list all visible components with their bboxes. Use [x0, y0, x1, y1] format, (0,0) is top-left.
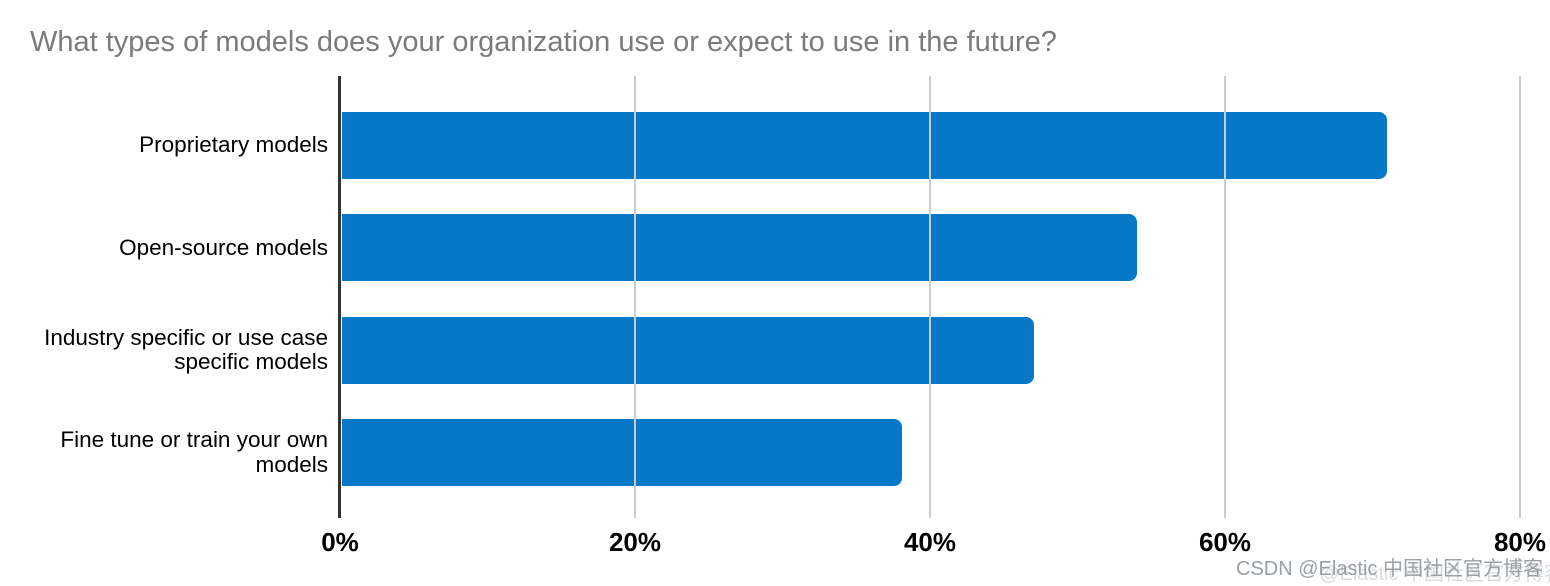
bar-row [342, 402, 1520, 505]
chart-title: What types of models does your organizat… [30, 26, 1057, 58]
plot-area [338, 76, 1521, 518]
y-axis-line [338, 76, 341, 518]
x-tick-label: 40% [903, 527, 957, 557]
x-tick-label: 80% [1493, 527, 1547, 557]
category-label-open-source-models: Open-source models [119, 234, 328, 260]
bar-rows [342, 76, 1520, 518]
x-tick-label: 60% [1198, 527, 1252, 557]
category-label-fine-tune-or-train-your-own-models: Fine tune or train your own models [60, 427, 328, 477]
watermark: CSDN @Elastic 中国社区官方博客 [1236, 558, 1543, 580]
bar-fine-tune-or-train-your-own-models [342, 419, 902, 487]
watermark-ghost: @Elastic 中国社区官方博客 [1319, 563, 1550, 585]
bar-row [342, 197, 1520, 300]
bar-row [342, 299, 1520, 402]
x-tick-label: 0% [321, 527, 359, 557]
x-axis-ticks: 0% 20% 40% 60% 80% [321, 527, 1546, 561]
gridline [929, 76, 931, 518]
category-label-proprietary-models: Proprietary models [139, 132, 328, 158]
bar-open-source-models [342, 214, 1138, 282]
bar-industry-specific-or-use-case-specific-models [342, 316, 1035, 384]
bar-proprietary-models [342, 111, 1388, 179]
gridline [634, 76, 636, 518]
x-tick-label: 20% [608, 527, 662, 557]
gridline [1519, 76, 1521, 518]
category-label-industry-specific-or-use-case-specific-models: Industry specific or use case specific m… [44, 324, 328, 375]
bar-row [342, 94, 1520, 197]
gridline [1224, 76, 1226, 518]
category-labels: Proprietary models Open-source models Indu… [38, 76, 328, 518]
